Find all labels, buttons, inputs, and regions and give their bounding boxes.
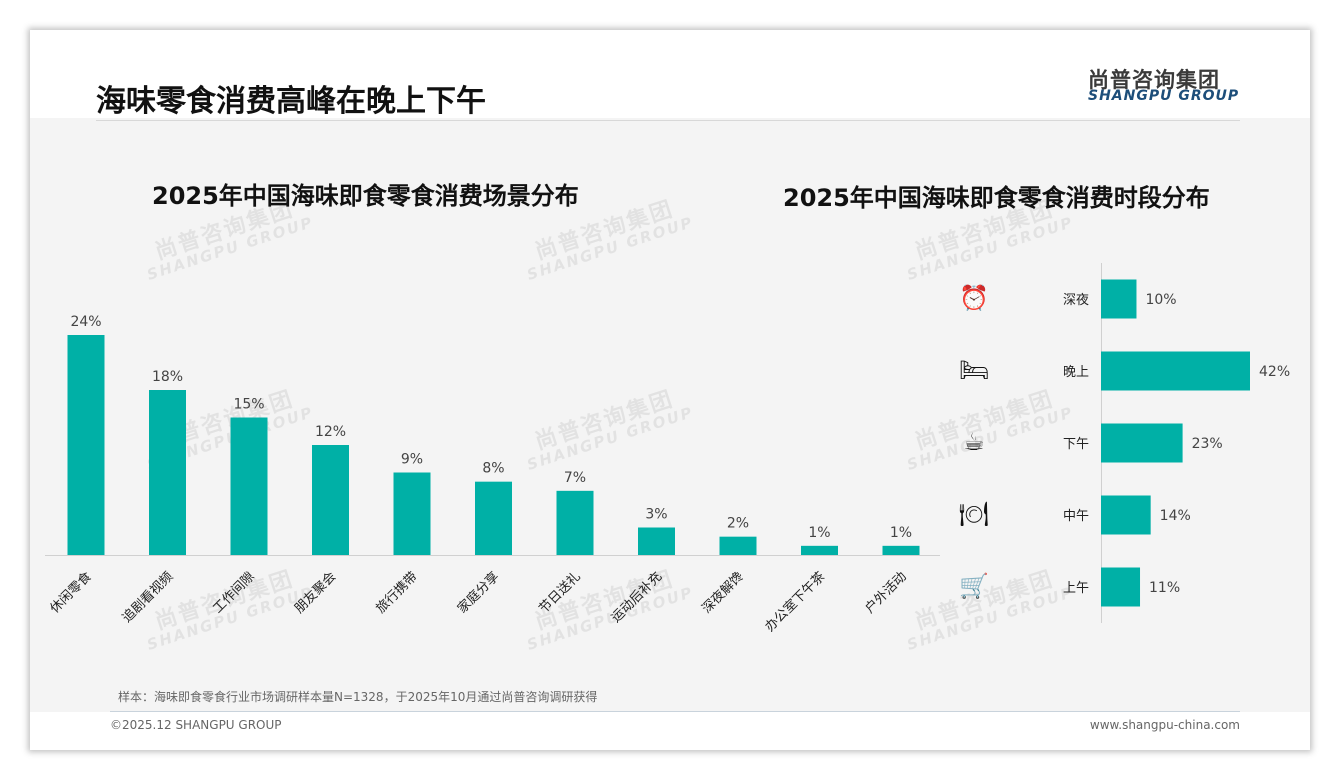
chart-title-scenes: 2025年中国海味即食零食消费场景分布 (152, 182, 579, 210)
website: www.shangpu-china.com (1089, 718, 1240, 732)
y-tick-label: 上午 (1063, 581, 1089, 596)
data-label: 18% (152, 369, 183, 385)
data-label: 2% (727, 516, 749, 532)
alarm-clock-icon: ⏰ (959, 284, 989, 312)
bar (1101, 495, 1151, 535)
data-label: 9% (401, 452, 423, 468)
x-tick-label: 工作间隙 (210, 569, 257, 616)
bar (393, 472, 431, 555)
bar (67, 335, 105, 555)
data-label: 23% (1192, 436, 1223, 452)
x-tick-label: 办公室下午茶 (762, 569, 828, 635)
x-tick-label: 运动后补充 (608, 569, 665, 626)
x-tick-label: 休闲零食 (47, 569, 95, 617)
data-label: 11% (1149, 580, 1180, 596)
bar (230, 417, 268, 555)
bar (1101, 351, 1250, 391)
x-tick-label: 朋友聚会 (291, 569, 339, 617)
slide: 海味零食消费高峰在晚上下午 尚普咨询集团 SHANGPU GROUP 尚普咨询集… (30, 30, 1310, 750)
data-label: 8% (482, 461, 504, 477)
y-tick-label: 中午 (1063, 509, 1089, 524)
x-tick-label: 家庭分享 (454, 569, 502, 617)
plate-cutlery-icon: 🍽 (958, 500, 990, 528)
data-label: 10% (1145, 292, 1176, 308)
bar (1101, 423, 1183, 463)
data-label: 3% (645, 507, 667, 523)
bar (1101, 279, 1137, 319)
x-tick-label: 户外活动 (862, 569, 910, 617)
sample-note: 样本：海味即食零食行业市场调研样本量N=1328，于2025年10月通过尚普咨询… (118, 690, 598, 704)
data-label: 1% (808, 525, 830, 541)
logo-en: SHANGPU GROUP (1088, 88, 1240, 104)
bed-icon: 🛏 (958, 356, 990, 384)
bar (475, 481, 512, 555)
page-title: 海味零食消费高峰在晚上下午 (96, 84, 486, 119)
copyright: ©2025.12 SHANGPU GROUP (110, 718, 282, 732)
content-area (30, 118, 1310, 712)
bar (312, 445, 349, 555)
data-label: 1% (890, 525, 912, 541)
x-tick-label: 深夜解馋 (699, 569, 746, 616)
coffee-mug-icon: ☕ (963, 428, 985, 456)
chart-title-timeslots: 2025年中国海味即食零食消费时段分布 (783, 184, 1210, 212)
x-tick-label: 追剧看视频 (119, 569, 176, 626)
bar (556, 490, 594, 555)
y-tick-label: 下午 (1063, 437, 1089, 452)
shopping-cart-icon: 🛒 (959, 572, 989, 600)
x-tick-label: 节日送礼 (536, 569, 584, 617)
x-tick-label: 旅行携带 (373, 569, 421, 617)
bar (1101, 567, 1141, 607)
bar (638, 527, 675, 555)
data-label: 12% (315, 424, 346, 440)
y-tick-label: 深夜 (1063, 293, 1089, 308)
bar (149, 390, 186, 555)
bar (801, 545, 838, 555)
data-label: 24% (70, 314, 101, 330)
y-tick-label: 晚上 (1063, 365, 1089, 380)
footer-divider (110, 711, 1240, 712)
bar (719, 536, 757, 555)
data-label: 14% (1160, 508, 1191, 524)
data-label: 15% (233, 397, 264, 413)
data-label: 7% (564, 470, 586, 486)
header-divider (96, 120, 1240, 121)
bar (882, 545, 920, 555)
logo-cn: 尚普咨询集团 (1088, 68, 1220, 92)
data-label: 42% (1259, 364, 1290, 380)
